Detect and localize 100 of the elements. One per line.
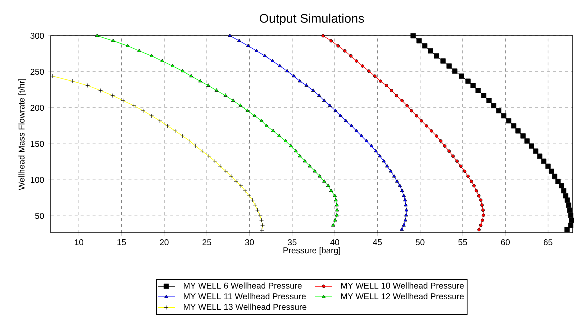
point: [549, 168, 554, 174]
point: [470, 83, 476, 88]
point: [511, 124, 517, 129]
point: [138, 48, 142, 52]
legend-label: MY WELL 12 Wellhead Pressure: [341, 293, 464, 300]
point: [529, 144, 534, 149]
point: [569, 218, 574, 224]
point: [390, 89, 394, 92]
point: [506, 118, 512, 124]
y-tick-label: 300: [30, 33, 44, 39]
point: [422, 43, 428, 49]
point: [224, 94, 228, 98]
point: [160, 59, 164, 62]
point: [406, 104, 410, 108]
point: [264, 124, 269, 128]
point: [452, 154, 455, 158]
point: [313, 169, 318, 173]
point: [478, 228, 481, 232]
y-tick-label: 100: [31, 177, 44, 184]
point: [335, 203, 340, 207]
point: [237, 38, 242, 42]
point: [470, 180, 474, 184]
point: [270, 59, 275, 62]
point: [333, 194, 337, 198]
point: [533, 148, 539, 154]
point: [373, 74, 377, 78]
x-tick-label: 15: [118, 240, 126, 246]
point: [564, 198, 570, 203]
point: [334, 198, 338, 202]
x-tick-label: 35: [288, 240, 297, 246]
point: [434, 54, 440, 59]
point: [496, 108, 502, 114]
point: [415, 114, 418, 118]
point: [476, 88, 481, 94]
x-tick-label: 30: [245, 240, 254, 246]
point: [400, 99, 404, 103]
point: [420, 119, 424, 123]
point: [206, 84, 210, 87]
point: [389, 169, 393, 173]
point: [404, 208, 409, 212]
point: [254, 48, 259, 52]
x-tick-label: 60: [501, 240, 510, 246]
point: [238, 104, 243, 108]
point: [410, 33, 416, 39]
y-axis-title: Wellhead Mass Flowrate [t/hr]: [18, 79, 27, 190]
x-tick-label: 10: [75, 240, 84, 246]
chart-title: Output Simulations: [260, 14, 364, 26]
point: [330, 39, 334, 43]
point: [252, 114, 257, 118]
point: [289, 144, 294, 148]
point: [303, 159, 308, 163]
point: [568, 212, 574, 218]
point: [329, 188, 334, 192]
point: [317, 94, 322, 98]
point: [278, 134, 282, 138]
point: [400, 228, 404, 232]
point: [456, 160, 459, 164]
point: [292, 74, 296, 78]
point: [486, 98, 492, 104]
point: [435, 134, 438, 138]
x-tick-label: 20: [160, 240, 169, 246]
point: [567, 208, 573, 214]
point: [416, 38, 422, 44]
point: [425, 124, 428, 128]
point: [516, 128, 521, 134]
legend-label: MY WELL 11 Wellhead Pressure: [184, 293, 306, 300]
point: [112, 38, 116, 42]
point: [439, 140, 443, 143]
point: [479, 198, 483, 202]
point: [459, 74, 464, 79]
point: [344, 118, 348, 122]
point: [501, 113, 507, 119]
point: [246, 108, 250, 112]
point: [404, 213, 408, 217]
point: [180, 69, 185, 73]
point: [443, 144, 447, 148]
point: [214, 88, 219, 92]
point: [403, 198, 408, 202]
point: [480, 218, 484, 222]
point: [546, 164, 551, 170]
point: [308, 164, 312, 168]
point: [400, 188, 404, 192]
point: [370, 144, 374, 148]
x-tick-label: 25: [202, 240, 212, 246]
point: [328, 104, 332, 108]
point: [395, 179, 400, 183]
x-axis-title: Pressure [barg]: [284, 247, 340, 256]
point: [278, 64, 282, 68]
point: [482, 208, 485, 212]
point: [271, 128, 276, 132]
point: [402, 223, 406, 227]
point: [322, 98, 326, 102]
point: [354, 128, 359, 132]
point: [404, 218, 408, 222]
point: [520, 134, 526, 139]
point: [448, 150, 452, 154]
point: [480, 204, 484, 208]
point: [298, 154, 302, 158]
point: [263, 54, 268, 58]
point: [361, 64, 364, 68]
